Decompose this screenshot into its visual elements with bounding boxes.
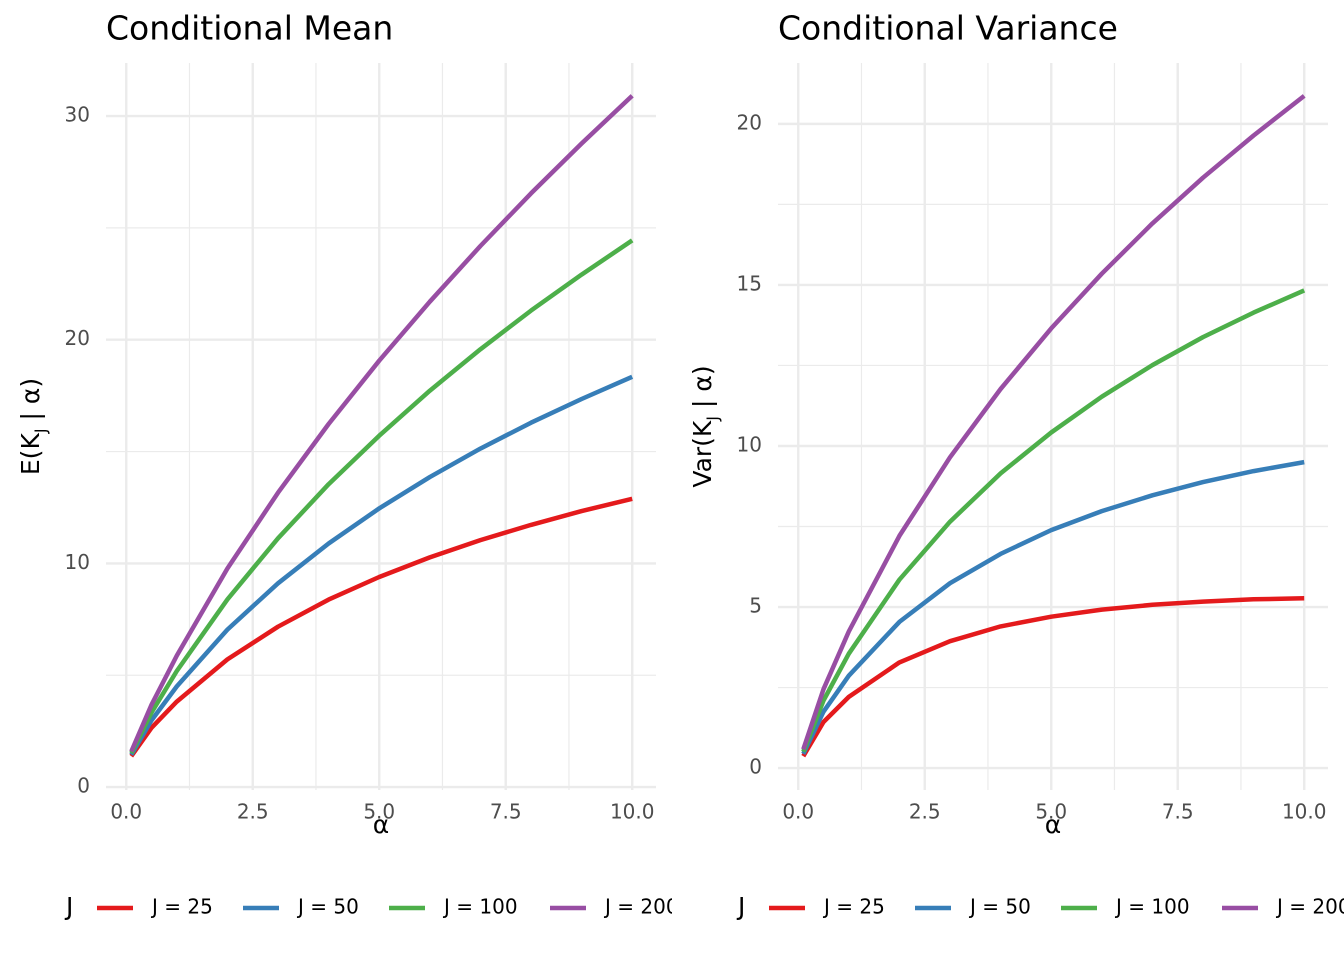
legend-label: J = 100 bbox=[1114, 895, 1190, 919]
legend-label: J = 200 bbox=[603, 895, 679, 919]
y-tick-label: 10 bbox=[737, 432, 762, 456]
y-tick-label: 0 bbox=[77, 774, 90, 798]
x-tick-label: 2.5 bbox=[237, 800, 269, 824]
x-axis-title: α bbox=[373, 810, 389, 839]
series-line bbox=[801, 288, 1306, 753]
series-line bbox=[129, 496, 633, 758]
y-axis-title-part: Var(K bbox=[688, 420, 717, 488]
legend-label: J = 25 bbox=[150, 895, 213, 919]
series-line bbox=[801, 94, 1306, 751]
x-tick-label: 2.5 bbox=[909, 800, 941, 824]
x-tick-label: 7.5 bbox=[1162, 800, 1194, 824]
y-tick-label: 20 bbox=[65, 326, 90, 350]
legend-label: J = 50 bbox=[296, 895, 359, 919]
y-axis-title-part: J bbox=[703, 416, 722, 422]
y-axis-title-part: E(K bbox=[16, 433, 45, 476]
legend-label: J = 25 bbox=[822, 895, 885, 919]
y-axis-title-part: | α) bbox=[16, 378, 45, 429]
y-tick-label: 5 bbox=[749, 594, 762, 618]
y-tick-label: 0 bbox=[749, 755, 762, 779]
y-tick-label: 15 bbox=[737, 271, 762, 295]
x-tick-label: 10.0 bbox=[1282, 800, 1327, 824]
x-tick-label: 7.5 bbox=[490, 800, 522, 824]
legend-label: J = 100 bbox=[442, 895, 518, 919]
series-line bbox=[801, 596, 1305, 758]
series-line bbox=[129, 238, 634, 755]
x-tick-label: 0.0 bbox=[782, 800, 814, 824]
legend-title: J bbox=[64, 892, 73, 921]
legend-label: J = 200 bbox=[1275, 895, 1344, 919]
legend-title: J bbox=[736, 892, 745, 921]
panel: 0.0 2.5 5.0 7.5 10.0 0 10 20 30 Conditional Mean α… bbox=[16, 9, 679, 922]
panel: 0.0 2.5 5.0 7.5 10.0 0 5 10 15 20 Conditional Vari… bbox=[688, 9, 1344, 922]
x-tick-label: 5.0 bbox=[1035, 800, 1067, 824]
y-tick-label: 10 bbox=[65, 550, 90, 574]
y-axis-title-part: J bbox=[31, 428, 50, 434]
series-line bbox=[129, 94, 634, 753]
chart-title: Conditional Variance bbox=[778, 9, 1118, 48]
x-tick-label: 0.0 bbox=[110, 800, 142, 824]
y-axis-title: E(KJ | α) bbox=[16, 378, 50, 475]
chart-title: Conditional Mean bbox=[106, 9, 393, 48]
y-tick-label: 20 bbox=[737, 110, 762, 134]
y-axis-title: Var(KJ | α) bbox=[688, 365, 722, 487]
series-line bbox=[801, 459, 1305, 755]
y-axis-title-part: | α) bbox=[688, 365, 717, 416]
x-tick-label: 10.0 bbox=[610, 800, 655, 824]
x-axis-title: α bbox=[1045, 810, 1061, 839]
series-line bbox=[129, 374, 634, 756]
x-tick-label: 5.0 bbox=[363, 800, 395, 824]
legend-label: J = 50 bbox=[968, 895, 1031, 919]
y-tick-label: 30 bbox=[65, 103, 90, 127]
